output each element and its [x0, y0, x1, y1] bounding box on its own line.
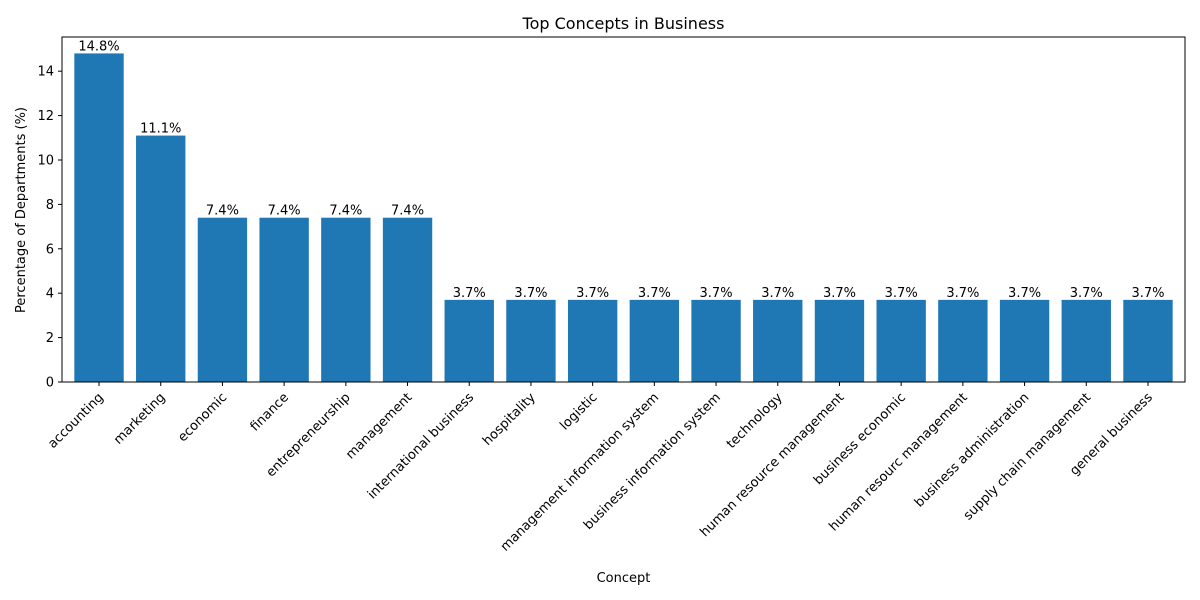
y-tick-label: 2 — [46, 331, 54, 346]
axes-frame — [61, 36, 1186, 383]
x-tick-label: economic — [175, 390, 230, 445]
bar-marketing — [136, 135, 186, 382]
x-tick-label: business information system — [581, 390, 724, 533]
bar-value-label: 7.4% — [206, 204, 239, 219]
bar-human-resource-management — [814, 299, 865, 382]
bar-business-economic — [876, 299, 926, 382]
x-tick-label: logistic — [557, 390, 600, 433]
x-tick-label: business administration — [912, 390, 1032, 510]
x-axis-label: Concept — [597, 571, 651, 586]
y-tick-label: 6 — [46, 242, 54, 257]
bar-technology — [753, 299, 803, 382]
bar-value-label: 7.4% — [391, 204, 424, 219]
x-tick-label: accounting — [45, 390, 106, 451]
bar-general-business — [1123, 299, 1173, 382]
bar-logistic — [567, 299, 618, 382]
y-tick-label: 14 — [37, 65, 54, 80]
y-tick-label: 0 — [46, 376, 54, 391]
bar-value-label: 3.7% — [514, 286, 547, 301]
bar-value-label: 3.7% — [1070, 286, 1103, 301]
chart-title: Top Concepts in Business — [522, 14, 725, 33]
bar-value-label: 11.1% — [140, 122, 181, 137]
y-axis-label: Percentage of Departments (%) — [14, 107, 29, 313]
bar-business-information-system — [691, 299, 741, 382]
x-tick-label: finance — [248, 390, 292, 434]
x-tick-label: international business — [365, 390, 477, 502]
bar-value-label: 3.7% — [1131, 286, 1164, 301]
x-tick-label: supply chain management — [961, 390, 1094, 523]
bar-value-label: 7.4% — [329, 204, 362, 219]
bar-value-label: 3.7% — [700, 286, 733, 301]
bar-value-label: 3.7% — [453, 286, 486, 301]
bar-management — [382, 217, 433, 382]
bar-value-label: 7.4% — [268, 204, 301, 219]
x-tick-label: marketing — [111, 390, 168, 447]
bar-value-label: 3.7% — [823, 286, 856, 301]
bar-value-label: 14.8% — [78, 39, 119, 54]
bar-value-label: 3.7% — [885, 286, 918, 301]
x-tick-label: technology — [724, 390, 786, 452]
bar-business-administration — [999, 299, 1050, 382]
bar-value-label: 3.7% — [638, 286, 671, 301]
bar-management-information-system — [629, 299, 680, 382]
bar-economic — [197, 217, 248, 382]
bar-hospitality — [506, 299, 556, 382]
x-tick-label: hospitality — [480, 390, 539, 449]
bar-value-label: 3.7% — [1008, 286, 1041, 301]
bar-finance — [259, 217, 309, 382]
plot-area: 14.8% 11.1% 7.4% 7.4% 7.4% 7.4% 3.7% 3.7% 3.7% 3.… — [37, 36, 1186, 555]
bar-value-label: 3.7% — [576, 286, 609, 301]
bar-human-resourc-management — [938, 299, 988, 382]
y-tick-label: 10 — [37, 153, 54, 168]
bar-value-label: 3.7% — [761, 286, 794, 301]
y-tick-label: 4 — [46, 287, 54, 302]
bar-value-label: 3.7% — [946, 286, 979, 301]
bar-accounting — [74, 53, 124, 383]
bar-supply-chain-management — [1061, 299, 1111, 382]
y-tick-label: 8 — [46, 198, 54, 213]
bar-international-business — [444, 299, 494, 382]
y-tick-label: 12 — [37, 109, 54, 124]
bar-entrepreneurship — [321, 217, 371, 382]
